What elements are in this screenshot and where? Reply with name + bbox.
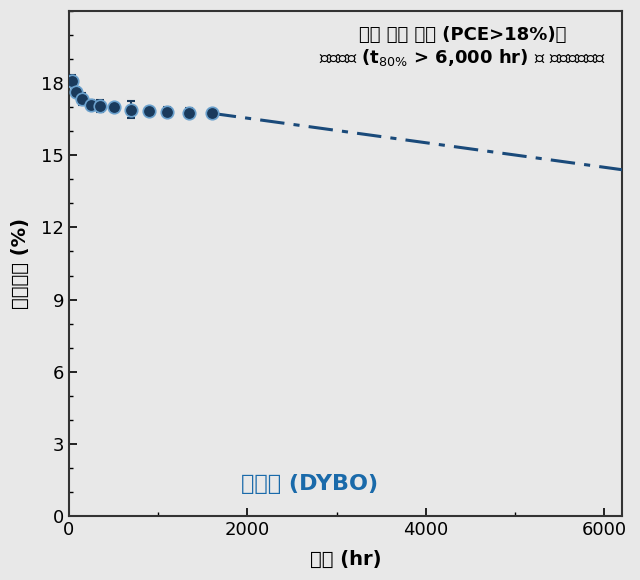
Y-axis label: 광전효율 (%): 광전효율 (%) [11,218,30,309]
X-axis label: 시간 (hr): 시간 (hr) [310,550,381,569]
Text: 높은 광전 효율 (PCE>18%)과
고안정성 (t$_{80\%}$ > 6,000 hr) 의 유기태양전지: 높은 광전 효율 (PCE>18%)과 고안정성 (t$_{80\%}$ > 6… [319,26,605,68]
Text: 이분자 (DYBO): 이분자 (DYBO) [241,474,378,494]
